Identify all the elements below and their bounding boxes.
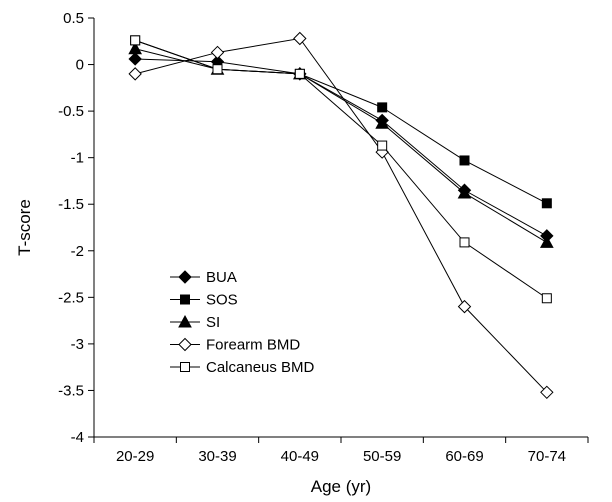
axes — [93, 18, 588, 438]
series-line — [135, 39, 548, 204]
data-point — [293, 31, 307, 46]
x-tick-label: 30-39 — [198, 448, 236, 465]
series-line — [135, 39, 548, 299]
legend-item: Calcaneus BMD — [170, 359, 315, 376]
legend-item: Forearm BMD — [170, 337, 300, 354]
legend-label: SI — [206, 314, 220, 331]
data-point — [130, 35, 141, 46]
legend-item: SI — [170, 314, 220, 331]
y-tick-label: 0 — [76, 57, 84, 74]
y-tick-label: -3 — [71, 336, 84, 353]
series-line — [135, 37, 548, 393]
legend-marker — [178, 314, 192, 328]
x-tick-label: 70-74 — [528, 448, 566, 465]
y-tick-label: -1 — [71, 150, 84, 167]
y-tick-label: -0.5 — [58, 103, 84, 120]
legend-label: BUA — [206, 269, 237, 286]
y-tick-label: -2.5 — [58, 289, 84, 306]
data-point — [459, 155, 470, 166]
x-tick-label: 40-49 — [281, 448, 319, 465]
series-line — [135, 48, 548, 243]
data-point — [540, 385, 554, 400]
legend: BUA SOS SI Forearm BMD Calcaneus BMD — [170, 269, 315, 376]
x-tick-label: 50-59 — [363, 448, 401, 465]
data-point — [294, 68, 305, 79]
data-point — [541, 293, 552, 304]
legend-label: Calcaneus BMD — [206, 359, 315, 376]
y-ticks: 0.5 0 -0.5 -1 -1.5 -2 -2.5 -3 -3.5 -4 — [58, 10, 94, 446]
series-4 — [130, 35, 552, 304]
legend-marker — [178, 337, 192, 352]
data-point — [377, 102, 388, 113]
series-3 — [128, 31, 554, 400]
data-point — [128, 52, 142, 66]
data-point — [128, 67, 142, 81]
x-tick-label: 20-29 — [116, 448, 154, 465]
data-point — [541, 198, 552, 209]
legend-item: BUA — [170, 269, 237, 286]
data-point — [457, 186, 472, 199]
data-point — [377, 140, 388, 151]
series-layer — [128, 31, 554, 400]
data-point — [128, 41, 143, 55]
x-axis-title: Age (yr) — [311, 477, 371, 496]
x-ticks: 20-29 30-39 40-49 50-59 60-69 70-74 — [93, 437, 589, 465]
data-point — [539, 235, 554, 248]
legend-marker — [180, 362, 190, 372]
data-point — [459, 237, 470, 248]
data-point — [212, 64, 223, 75]
x-tick-label: 60-69 — [445, 448, 483, 465]
y-tick-label: -1.5 — [58, 196, 84, 213]
legend-marker — [178, 270, 192, 284]
y-axis-title: T-score — [15, 199, 34, 256]
data-point — [210, 45, 225, 60]
legend-label: Forearm BMD — [206, 337, 300, 354]
data-point — [457, 299, 472, 314]
series-line — [135, 58, 548, 237]
legend-item: SOS — [170, 292, 238, 309]
y-tick-label: -4 — [71, 429, 84, 446]
y-tick-label: -3.5 — [58, 382, 84, 399]
y-tick-label: 0.5 — [63, 10, 84, 27]
series-1 — [130, 35, 552, 209]
legend-marker — [180, 294, 190, 305]
y-tick-label: -2 — [71, 243, 84, 260]
legend-label: SOS — [206, 292, 238, 309]
data-point — [375, 116, 390, 129]
series-0 — [128, 52, 554, 243]
series-2 — [128, 41, 554, 248]
